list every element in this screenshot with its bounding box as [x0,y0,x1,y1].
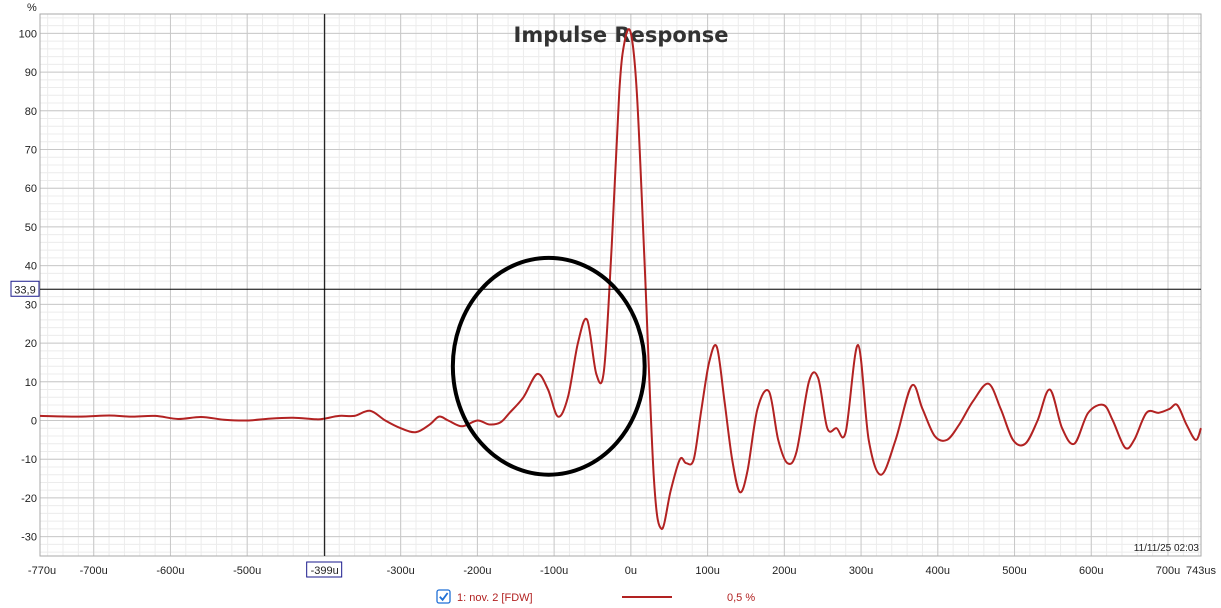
cursor-x-readout-text: -399u [311,565,339,577]
checkmark-icon [439,592,449,602]
x-tick-label: -100u [540,565,568,577]
y-tick-label: 0 [31,416,37,428]
x-tick-label: 743us [1186,565,1216,577]
y-tick-label: 40 [25,261,37,273]
x-tick-label: 600u [1079,565,1103,577]
cursor-x-readout: -399u [306,561,343,578]
series-layer [39,28,1202,530]
legend-smoothing: 0,5 % [727,592,755,604]
x-tick-label: -600u [156,565,184,577]
y-tick-label: 10 [25,377,37,389]
y-tick-label: 20 [25,338,37,350]
y-tick-label: 80 [25,106,37,118]
legend-series-name[interactable]: 1: nov. 2 [FDW] [457,592,533,604]
x-tick-label: 300u [849,565,873,577]
timestamp: 11/11/25 02:03 [1134,543,1200,554]
x-tick-label: 100u [695,565,719,577]
legend: 1: nov. 2 [FDW] 0,5 % [436,589,755,604]
legend-checkbox[interactable] [436,589,451,604]
cursor-y-readout: 33,9 [10,280,40,297]
y-tick-label: 90 [25,67,37,79]
cursor-y-readout-box [10,280,40,297]
cursor-x-readout-box [306,561,343,578]
y-tick-label: -30 [21,532,37,544]
y-tick-label: 100 [19,28,37,40]
series-line [39,28,1202,530]
plot-frame [39,13,1202,557]
y-tick-label: -10 [21,454,37,466]
x-tick-label: 700u [1156,565,1180,577]
y-tick-label: -20 [21,493,37,505]
x-tick-label: 0u [625,565,637,577]
x-tick-label: -500u [233,565,261,577]
cursor-y-readout-text: 33,9 [14,284,35,296]
x-tick-labels: -770u -700u -600u -500u -300u -200u -100u 0u 100… [28,565,1217,577]
minor-grid [40,14,1201,556]
y-tick-label: 30 [25,299,37,311]
y-tick-label: 50 [25,222,37,234]
x-tick-label: -300u [387,565,415,577]
y-axis-unit-label: % [27,2,37,14]
x-tick-label: -700u [80,565,108,577]
x-tick-label: 500u [1002,565,1026,577]
x-tick-label: 400u [926,565,950,577]
x-tick-label: -770u [28,565,56,577]
x-tick-label: 200u [772,565,796,577]
plot-background [40,14,1201,556]
y-tick-label: 70 [25,145,37,157]
annotation-circle [450,255,647,477]
x-tick-label: -200u [463,565,491,577]
chart-title: Impulse Response [514,23,729,47]
y-tick-label: 60 [25,183,37,195]
